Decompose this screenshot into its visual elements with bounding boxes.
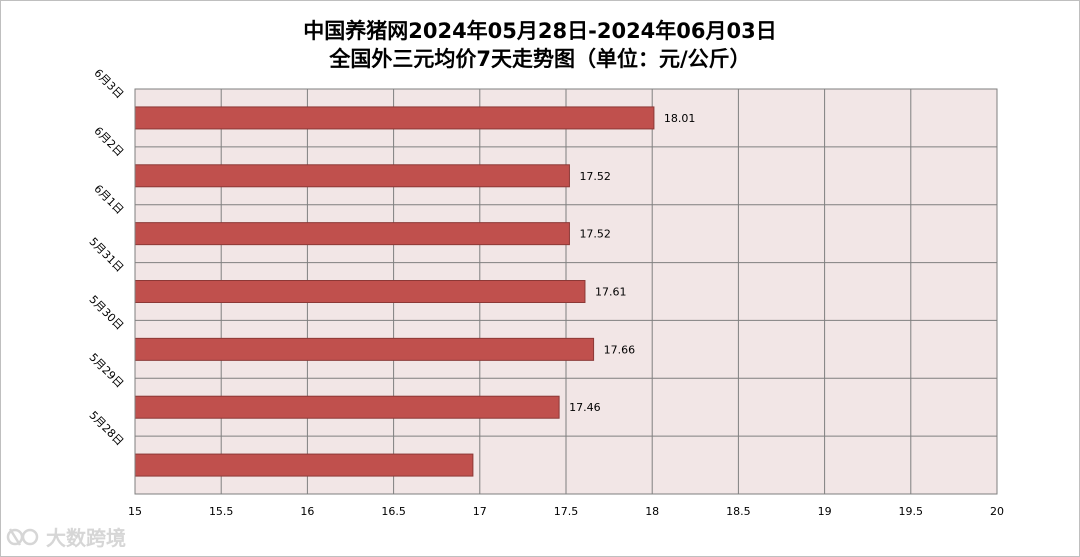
category-label: 6月2日	[91, 124, 126, 159]
chart-title: 中国养猪网2024年05月28日-2024年06月03日	[303, 19, 777, 43]
category-label: 5月30日	[86, 293, 126, 333]
category-label: 5月29日	[86, 351, 126, 391]
bar	[134, 222, 570, 246]
x-tick-label: 15.5	[209, 505, 234, 518]
x-tick-label: 16.5	[381, 505, 406, 518]
data-label: 17.46	[569, 401, 601, 414]
bar	[134, 395, 560, 419]
x-tick-label: 17	[473, 505, 487, 518]
x-tick-label: 18	[645, 505, 659, 518]
data-label: 18.01	[664, 112, 696, 125]
data-label: 17.52	[579, 228, 611, 241]
x-tick-label: 17.5	[554, 505, 579, 518]
plot-border	[134, 88, 998, 495]
chart-subtitle: 全国外三元均价7天走势图（单位：元/公斤）	[329, 47, 751, 71]
x-tick-label: 16	[300, 505, 314, 518]
bar	[134, 453, 474, 477]
bar	[134, 280, 586, 303]
category-label: 6月1日	[91, 182, 126, 217]
bar	[134, 164, 570, 188]
bar	[134, 106, 655, 130]
data-label: 17.66	[604, 343, 636, 356]
x-tick-label: 15	[128, 505, 142, 518]
bar	[134, 337, 595, 361]
x-tick-label: 18.5	[726, 505, 751, 518]
x-tick-label: 19.5	[899, 505, 924, 518]
watermark-text: 大数跨境	[46, 526, 126, 550]
data-label: 17.61	[595, 286, 627, 299]
category-label: 5月28日	[86, 409, 126, 449]
data-label: 17.52	[579, 170, 611, 183]
watermark: 大数跨境	[6, 522, 126, 551]
x-tick-label: 19	[818, 505, 832, 518]
x-tick-label: 20	[990, 505, 1004, 518]
category-label: 6月3日	[91, 66, 126, 101]
logo-icon	[6, 527, 39, 546]
category-label: 5月31日	[86, 235, 126, 275]
